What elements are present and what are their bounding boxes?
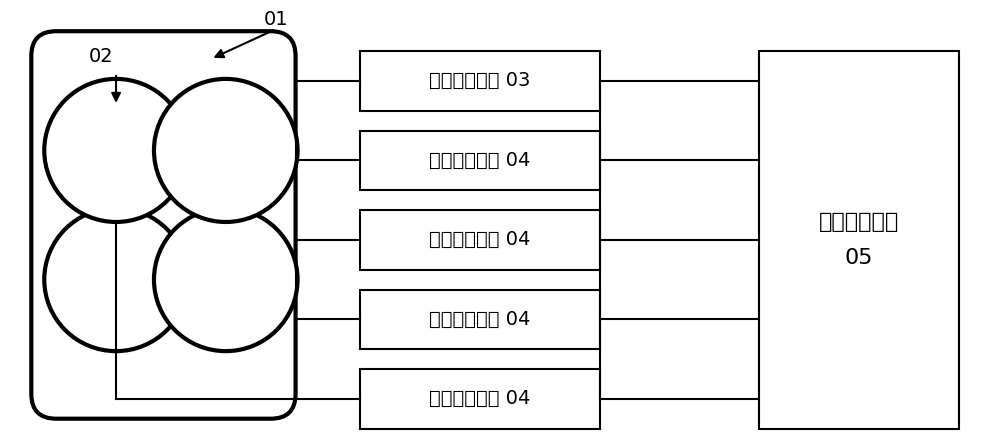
Text: 02: 02	[89, 47, 113, 65]
Circle shape	[44, 79, 188, 222]
Text: 01: 01	[263, 10, 288, 29]
Text: 第二检测电路 04: 第二检测电路 04	[429, 230, 531, 249]
FancyBboxPatch shape	[31, 31, 296, 419]
Bar	[759, 51, 959, 429]
Circle shape	[154, 79, 298, 222]
Text: 05: 05	[845, 248, 873, 268]
Bar	[360, 51, 600, 111]
Bar	[360, 290, 600, 349]
Text: 第二检测电路 04: 第二检测电路 04	[429, 151, 531, 170]
Circle shape	[154, 208, 298, 351]
Circle shape	[44, 208, 188, 351]
Bar	[360, 210, 600, 270]
Text: 第二检测电路 04: 第二检测电路 04	[429, 310, 531, 329]
Text: 第一检测电路 03: 第一检测电路 03	[429, 72, 531, 90]
Bar	[360, 130, 600, 190]
Text: 第二检测电路 04: 第二检测电路 04	[429, 389, 531, 409]
Text: 位置确定电路: 位置确定电路	[819, 212, 899, 232]
Bar	[360, 369, 600, 429]
